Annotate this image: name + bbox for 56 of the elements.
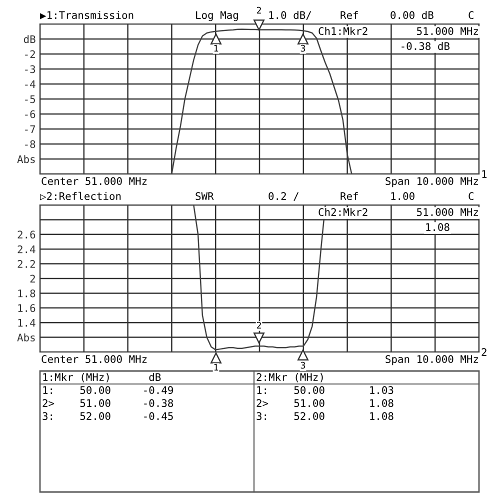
text: 0.00 dB (390, 10, 434, 20)
y-tick-label: 2.2 (18, 260, 35, 268)
y-tick-label: dB (24, 35, 36, 44)
text: Center 51.000 MHz (42, 177, 147, 186)
y-tick-label: -4 (25, 80, 36, 88)
y-tick-label: 2.6 (18, 230, 36, 239)
text: 0.2 / (268, 192, 299, 201)
y-tick-label: -3 (25, 65, 36, 74)
text: C (468, 192, 474, 200)
text: Span 10.000 MHz (386, 355, 478, 366)
y-tick-label: 1.6 (18, 304, 36, 312)
text: 1 (214, 364, 218, 371)
text: C (468, 11, 474, 20)
y-tick-label: 1.8 (18, 289, 36, 298)
text: 2 (256, 6, 261, 14)
text: 1.00 (391, 192, 414, 200)
line-series (40, 205, 479, 350)
text: 3: 52.00 1.08 (256, 412, 394, 420)
y-tick-label: -2 (25, 50, 35, 58)
y-tick-label: 1.4 (18, 318, 36, 327)
text: 1 (482, 170, 487, 178)
annotation: Ch1:Mkr2 (318, 26, 368, 36)
chart-title: ▶1:Transmission (40, 10, 134, 20)
text: 1:Mkr (MHz) dB (43, 372, 161, 382)
y-tick-label: -5 (25, 95, 35, 104)
text: 3 (300, 362, 306, 369)
annotation: 2 (256, 322, 261, 329)
annotation: 51.000 MHz (417, 208, 478, 216)
annotation: 51.000 MHz (417, 27, 478, 36)
text: 2> 51.00 1.08 (256, 399, 394, 408)
y-tick-label: -6 (25, 110, 36, 118)
y-tick-label: 2.4 (18, 245, 36, 254)
text: 3: 52.00 -0.45 (42, 412, 173, 420)
chart-title: ▷2:Reflection (40, 192, 121, 200)
text: Ref (340, 192, 358, 200)
annotation: Ch2:Mkr2 (318, 208, 368, 216)
text: 1: 50.00 -0.49 (43, 386, 173, 394)
y-tick-label: Abs (17, 333, 35, 342)
text: 2 (482, 348, 486, 356)
annotation: 1.08 (426, 223, 450, 232)
annotation: 1 (214, 44, 218, 52)
text: 2:Mkr (MHz) (256, 372, 323, 382)
text: 1.0 dB/ (269, 10, 312, 20)
text: Ref (340, 10, 358, 20)
y-tick-label: -7 (25, 125, 36, 133)
y-tick-label: Abs (17, 155, 35, 164)
y-tick-label: -8 (25, 140, 36, 148)
text: Span 10.000 MHz (386, 177, 478, 188)
annotation: 3 (300, 44, 306, 52)
annotation: -0.38 dB (402, 42, 450, 50)
text: Log Mag (196, 11, 238, 22)
text: 2> 51.00 -0.38 (42, 399, 174, 408)
text: Center 51.000 MHz (42, 355, 147, 364)
y-tick-label: 2 (30, 274, 35, 282)
text: SWR (196, 192, 214, 200)
text: 1: 50.00 1.03 (257, 386, 394, 394)
